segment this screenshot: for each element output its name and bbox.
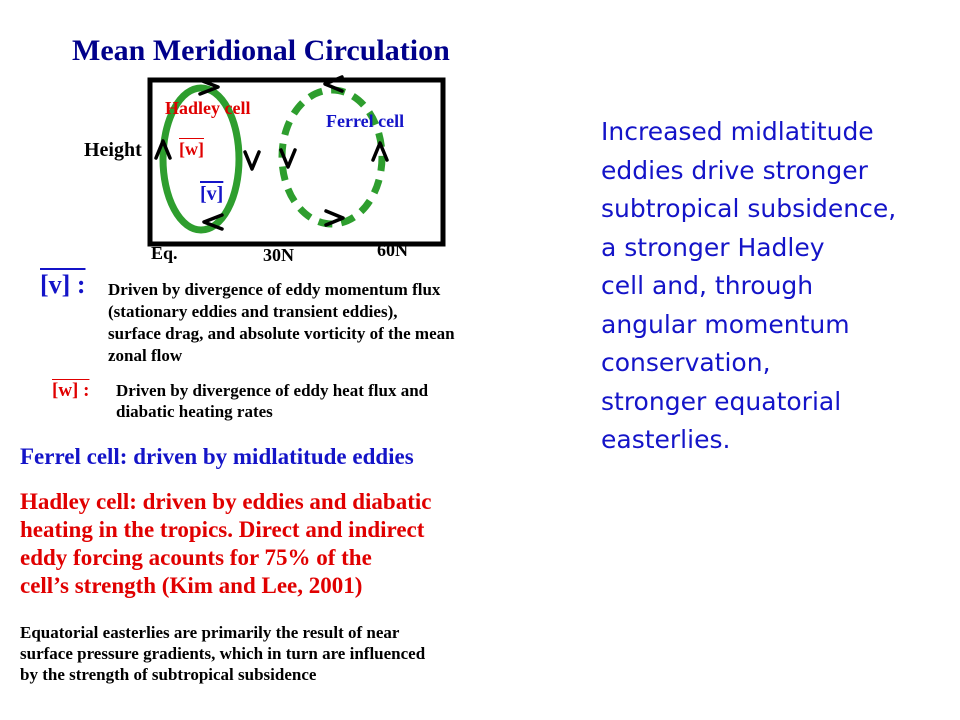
easterlies-line: by the strength of subtropical subsidenc… xyxy=(20,665,317,684)
ferrel-top-arrow xyxy=(323,75,344,93)
hadley-line: cell’s strength (Kim and Lee, 2001) xyxy=(20,573,363,598)
ferrel-statement: Ferrel cell: driven by midlatitude eddie… xyxy=(20,444,414,469)
w-explanation-text: Driven by divergence of eddy heat flux a… xyxy=(116,380,536,422)
v-symbol-label: [v] xyxy=(200,183,224,205)
ferrel-right-up-arrow xyxy=(371,141,389,162)
ferrel-left-down-arrow xyxy=(279,148,297,169)
lat-60n-label: 60N xyxy=(377,240,408,260)
easterlies-line: surface pressure gradients, which in tur… xyxy=(20,644,426,663)
hadley-line: heating in the tropics. Direct and indir… xyxy=(20,517,425,542)
side-note-line: stronger equatorial xyxy=(601,386,842,416)
w-symbol-label: [w] xyxy=(179,139,204,159)
equator-label: Eq. xyxy=(151,243,178,263)
w-explanation-symbol: [w] : xyxy=(52,380,90,401)
side-note-line: eddies drive stronger xyxy=(601,155,868,185)
ferrel-bottom-arrow xyxy=(324,209,345,227)
w-line: diabatic heating rates xyxy=(116,402,273,421)
ferrel-cell-label: Ferrel cell xyxy=(326,111,405,131)
v-line: surface drag, and absolute vorticity of … xyxy=(108,324,455,343)
side-note-line: angular momentum xyxy=(601,309,850,339)
easterlies-statement: Equatorial easterlies are primarily the … xyxy=(20,622,560,685)
v-line: Driven by divergence of eddy momentum fl… xyxy=(108,280,441,299)
v-line: zonal flow xyxy=(108,346,183,365)
hadley-line: Hadley cell: driven by eddies and diabat… xyxy=(20,489,432,514)
v-line: (stationary eddies and transient eddies)… xyxy=(108,302,398,321)
w-line: Driven by divergence of eddy heat flux a… xyxy=(116,381,429,400)
diagram-frame xyxy=(147,77,446,247)
hadley-statement: Hadley cell: driven by eddies and diabat… xyxy=(20,488,560,600)
hadley-top-arrow xyxy=(198,78,220,96)
hadley-right-down-arrow xyxy=(243,150,261,171)
side-note-line: subtropical subsidence, xyxy=(601,194,897,223)
hadley-left-up-arrow xyxy=(154,139,172,160)
side-note-line: cell and, through xyxy=(601,271,814,300)
v-explanation-text: Driven by divergence of eddy momentum fl… xyxy=(108,279,558,367)
slide-title: Mean Meridional Circulation xyxy=(72,34,450,67)
side-note-line: a stronger Hadley xyxy=(601,232,825,262)
side-note-line: Increased midlatitude xyxy=(601,117,874,146)
flow-arrows xyxy=(154,75,389,231)
height-axis-label: Height xyxy=(84,139,142,161)
hadley-line: eddy forcing acounts for 75% of the xyxy=(20,545,372,570)
easterlies-line: Equatorial easterlies are primarily the … xyxy=(20,623,400,642)
side-note: Increased midlatitude eddies drive stron… xyxy=(601,113,956,460)
side-note-line: conservation, xyxy=(601,348,771,377)
hadley-bottom-arrow xyxy=(202,213,224,231)
v-explanation-symbol: [v] : xyxy=(40,270,86,299)
lat-30n-label: 30N xyxy=(263,245,294,265)
side-note-line: easterlies. xyxy=(601,425,731,454)
hadley-cell-loop xyxy=(159,84,243,234)
hadley-cell-label: Hadley cell xyxy=(165,98,251,118)
